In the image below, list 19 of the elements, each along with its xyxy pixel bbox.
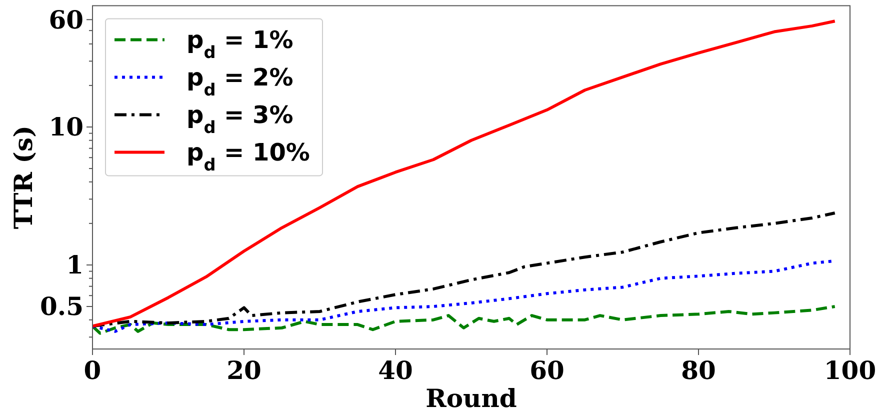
legend-label: p$_{d}$ = 3%: [186, 101, 294, 138]
legend-label: p$_{d}$ = 1%: [186, 26, 294, 62]
x-tick-label: 0: [84, 356, 102, 385]
line-series: [92, 305, 836, 335]
y-tick-label: 10: [48, 112, 84, 142]
x-tick-label: 80: [681, 356, 716, 385]
x-tick-label: 40: [378, 356, 413, 385]
line-series: [92, 212, 836, 328]
x-axis-title: Round: [426, 384, 517, 411]
legend-label: p$_{d}$ = 10%: [186, 138, 310, 175]
x-tick-label: 100: [824, 356, 876, 385]
x-tick-label: 20: [226, 356, 262, 385]
legend-label: p$_{d}$ = 2%: [186, 64, 294, 100]
y-tick-label: 1: [66, 250, 84, 280]
line-series: [92, 20, 836, 328]
y-axis-title: TTR (s): [9, 126, 38, 230]
x-tick-label: 60: [530, 356, 564, 385]
y-tick-label: 0.5: [40, 292, 84, 322]
y-tick-label: 60: [48, 5, 84, 34]
